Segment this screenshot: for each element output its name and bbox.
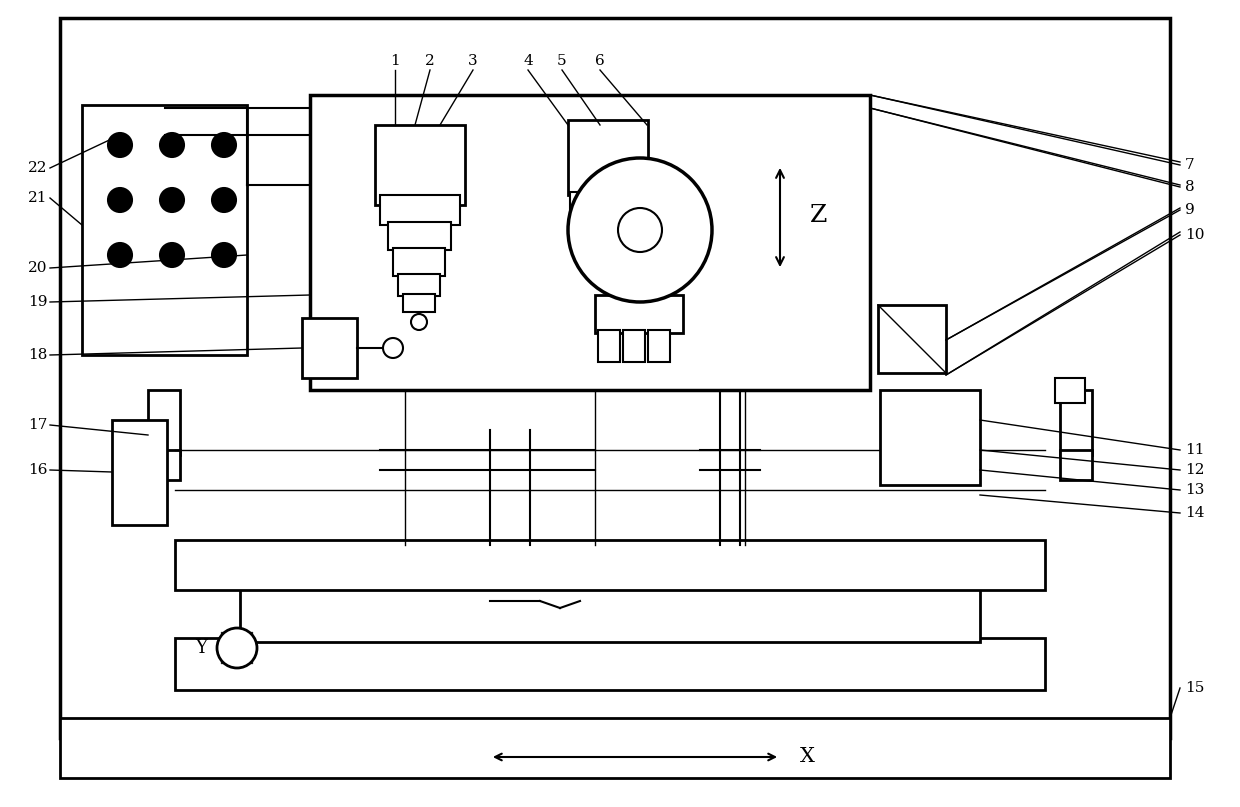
Text: 4: 4 bbox=[523, 54, 533, 68]
Bar bbox=[398, 274, 440, 296]
Text: 21: 21 bbox=[29, 191, 47, 205]
Text: 19: 19 bbox=[29, 295, 47, 309]
Bar bbox=[310, 95, 870, 390]
Text: X: X bbox=[800, 747, 815, 767]
Bar bbox=[568, 120, 649, 195]
Circle shape bbox=[212, 243, 236, 267]
Text: 15: 15 bbox=[1185, 681, 1204, 695]
Circle shape bbox=[108, 133, 131, 157]
Bar bbox=[880, 390, 980, 485]
Bar bbox=[82, 105, 247, 355]
Bar bbox=[148, 390, 180, 455]
Bar bbox=[374, 125, 465, 205]
Circle shape bbox=[160, 188, 184, 212]
Text: 10: 10 bbox=[1185, 228, 1204, 242]
Circle shape bbox=[108, 243, 131, 267]
Circle shape bbox=[410, 314, 427, 330]
Text: 13: 13 bbox=[1185, 483, 1204, 497]
Circle shape bbox=[217, 628, 257, 668]
Text: 11: 11 bbox=[1185, 443, 1204, 457]
Text: 1: 1 bbox=[391, 54, 399, 68]
Circle shape bbox=[383, 338, 403, 358]
Circle shape bbox=[212, 188, 236, 212]
Text: 5: 5 bbox=[557, 54, 567, 68]
Bar bbox=[1055, 378, 1085, 403]
Circle shape bbox=[568, 158, 712, 302]
Bar bbox=[175, 380, 1045, 545]
Bar bbox=[148, 450, 180, 480]
Text: 20: 20 bbox=[29, 261, 47, 275]
Text: 6: 6 bbox=[595, 54, 605, 68]
Bar bbox=[622, 330, 645, 362]
Text: 22: 22 bbox=[29, 161, 47, 175]
Circle shape bbox=[160, 133, 184, 157]
Text: 16: 16 bbox=[29, 463, 47, 477]
Bar bbox=[1060, 450, 1092, 480]
Bar bbox=[649, 330, 670, 362]
Bar bbox=[388, 222, 451, 250]
Bar bbox=[570, 192, 645, 222]
Text: 17: 17 bbox=[29, 418, 47, 432]
Bar bbox=[241, 585, 980, 642]
Text: 18: 18 bbox=[29, 348, 47, 362]
Text: 8: 8 bbox=[1185, 180, 1194, 194]
Bar bbox=[598, 330, 620, 362]
Circle shape bbox=[108, 188, 131, 212]
Bar bbox=[403, 294, 435, 312]
Bar bbox=[175, 540, 1045, 590]
Bar bbox=[595, 295, 683, 333]
Bar bbox=[878, 305, 946, 373]
Bar bbox=[379, 195, 460, 225]
Text: 12: 12 bbox=[1185, 463, 1204, 477]
Text: 3: 3 bbox=[469, 54, 477, 68]
Bar bbox=[393, 248, 445, 276]
Bar bbox=[60, 18, 1171, 738]
Text: 2: 2 bbox=[425, 54, 435, 68]
Text: 7: 7 bbox=[1185, 158, 1194, 172]
Bar bbox=[1060, 390, 1092, 455]
Circle shape bbox=[160, 243, 184, 267]
Bar bbox=[60, 718, 1171, 778]
Text: Z: Z bbox=[810, 203, 827, 227]
Bar bbox=[112, 420, 167, 525]
Bar bbox=[303, 318, 357, 378]
Circle shape bbox=[212, 133, 236, 157]
Text: 9: 9 bbox=[1185, 203, 1195, 217]
Text: Y: Y bbox=[195, 639, 207, 657]
Bar bbox=[590, 218, 613, 244]
Bar bbox=[175, 638, 1045, 690]
Text: 14: 14 bbox=[1185, 506, 1204, 520]
Circle shape bbox=[618, 208, 662, 252]
